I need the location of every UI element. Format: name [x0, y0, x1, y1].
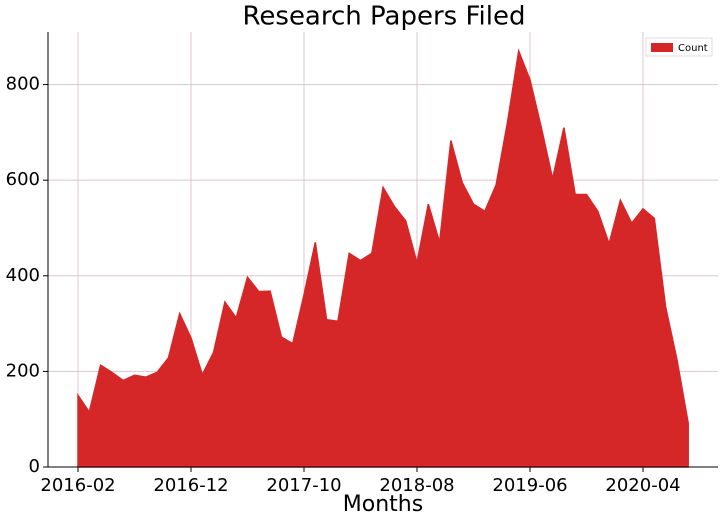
- x-tick-label: 2016-02: [40, 475, 115, 496]
- y-tick-label: 0: [29, 456, 40, 477]
- x-tick-label: 2017-10: [266, 475, 341, 496]
- x-tick-label: 2018-08: [379, 475, 454, 496]
- x-tick-label: 2020-04: [605, 475, 680, 496]
- x-tick-label: 2019-06: [492, 475, 567, 496]
- legend-swatch: [651, 43, 673, 52]
- legend-label: Count: [678, 43, 708, 54]
- y-tick-label: 400: [6, 265, 40, 286]
- y-tick-label: 200: [6, 360, 40, 381]
- y-tick-label: 800: [6, 74, 40, 95]
- y-tick-label: 600: [6, 169, 40, 190]
- x-axis-label: Months: [343, 492, 423, 517]
- x-tick-label: 2016-12: [153, 475, 228, 496]
- area: [77, 48, 689, 468]
- chart-title: Research Papers Filed: [243, 2, 526, 32]
